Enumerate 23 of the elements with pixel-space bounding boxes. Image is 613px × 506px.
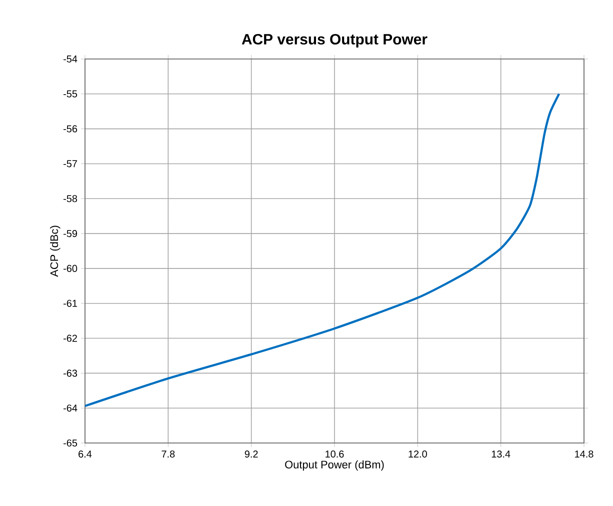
x-tick-label: 6.4 bbox=[78, 450, 92, 458]
y-tick-label: -58 bbox=[64, 195, 78, 202]
y-tick-label: -56 bbox=[64, 125, 78, 132]
chart-title: ACP versus Output Power bbox=[242, 34, 428, 48]
x-axis-title: Output Power (dBm) bbox=[285, 460, 384, 471]
y-tick-label: -61 bbox=[64, 300, 77, 307]
y-tick-label: -64 bbox=[64, 404, 78, 412]
x-tick-label: 13.4 bbox=[492, 450, 510, 458]
x-tick-label: 12.0 bbox=[408, 450, 427, 458]
y-tick-label: -63 bbox=[64, 370, 78, 377]
y-tick-label: -62 bbox=[64, 334, 77, 342]
y-tick-label: -59 bbox=[64, 230, 78, 238]
y-tick-label: -55 bbox=[64, 90, 78, 98]
x-tick-label: 14.8 bbox=[575, 450, 594, 458]
y-tick-label: -60 bbox=[64, 264, 78, 272]
x-tick-label: 7.8 bbox=[162, 450, 175, 458]
x-tick-label: 9.2 bbox=[244, 450, 258, 458]
x-tick-label: 10.6 bbox=[326, 450, 344, 458]
y-tick-label: -65 bbox=[64, 439, 78, 447]
y-tick-label: -57 bbox=[64, 160, 77, 168]
y-axis-title: ACP (dBc) bbox=[50, 226, 60, 277]
line-series bbox=[85, 92, 560, 408]
y-tick-label: -54 bbox=[64, 56, 78, 62]
